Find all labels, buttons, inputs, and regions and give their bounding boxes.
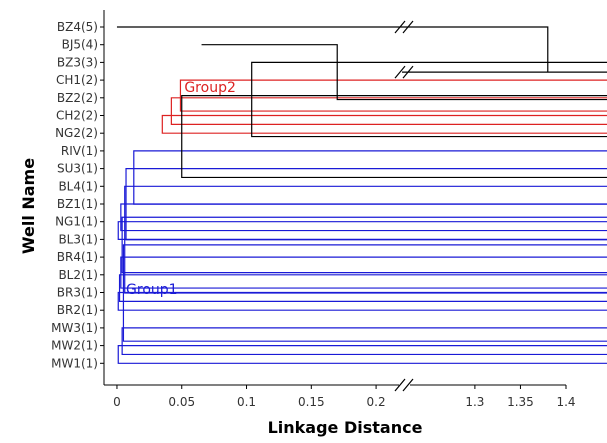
dendrogram-link [179,79,607,112]
dendrogram-link [201,44,607,101]
leaf-label: BR2(1) [57,303,98,317]
leaf-label: BZ3(3) [57,55,98,69]
leaf-label: BR4(1) [57,250,98,264]
leaf-label: BL4(1) [58,179,98,193]
dendrogram-link [121,216,607,274]
leaf-labels: BZ4(5) BJ5(4) BZ3(3) CH1(2) BZ2(2) CH2(2) NG2(… [51,20,104,370]
leaf-label: NG1(1) [55,215,98,229]
dendrogram-link [181,94,607,179]
dendrogram-link [251,61,607,138]
y-axis-title: Well Name [19,158,38,254]
dendrogram-link [118,274,607,302]
x-tick-label: 0.05 [168,395,195,409]
x-tick-label: 0.2 [367,395,386,409]
dendrogram-link [117,291,607,311]
branch-break-mark [402,20,414,34]
leaf-label: MW1(1) [51,356,98,370]
dendrogram-link [125,168,607,241]
dendrogram-link [120,203,607,232]
group-label: Group2 [184,80,236,96]
dendrogram-link [121,327,607,356]
dendrogram-link [133,150,607,205]
dendrogram-link [161,114,607,134]
x-tick-label: 1.35 [507,395,534,409]
leaf-label: BL2(1) [58,268,98,282]
branch-break-mark [394,65,406,79]
leaf-label: CH1(2) [56,73,98,87]
dendrogram-link [122,244,607,342]
axis-break-marks [394,20,414,392]
group-label: Group1 [126,282,178,298]
leaf-label: BZ4(5) [57,20,98,34]
leaf-label: CH2(2) [56,109,98,123]
dendrogram-link [117,221,607,240]
x-tick-label: 1.3 [465,395,484,409]
leaf-label: BZ1(1) [57,197,98,211]
leaf-label: MW3(1) [51,321,98,335]
leaf-label: BJ5(4) [62,38,98,52]
group-labels: Group2 Group1 [126,80,236,298]
x-axis-title: Linkage Distance [268,418,423,437]
leaf-label: BZ2(2) [57,91,98,105]
dendrogram-link [120,256,607,289]
dendrogram-link [124,185,607,294]
dendrogram-link [170,97,607,125]
x-tick-label: 0.15 [298,395,325,409]
leaf-label: NG2(2) [55,126,98,140]
axes [103,10,566,386]
x-ticks: 0 0.05 0.1 0.15 0.2 1.3 1.35 1.4 [113,385,576,409]
branch-break-mark [402,65,414,79]
leaf-label: MW2(1) [51,339,98,353]
leaf-label: BR3(1) [57,286,98,300]
leaf-label: BL3(1) [58,232,98,246]
leaf-label: SU3(1) [57,162,98,176]
leaf-label: RIV(1) [61,144,98,158]
dendrogram-links [116,26,607,364]
dendrogram-link [116,26,607,73]
x-tick-label: 0.1 [237,395,256,409]
x-axis-break-mark [402,378,414,392]
x-tick-label: 0 [113,395,121,409]
x-tick-label: 1.4 [556,395,575,409]
x-axis-break-mark [394,378,406,392]
branch-break-mark [394,20,406,34]
dendrogram-link [117,345,607,364]
